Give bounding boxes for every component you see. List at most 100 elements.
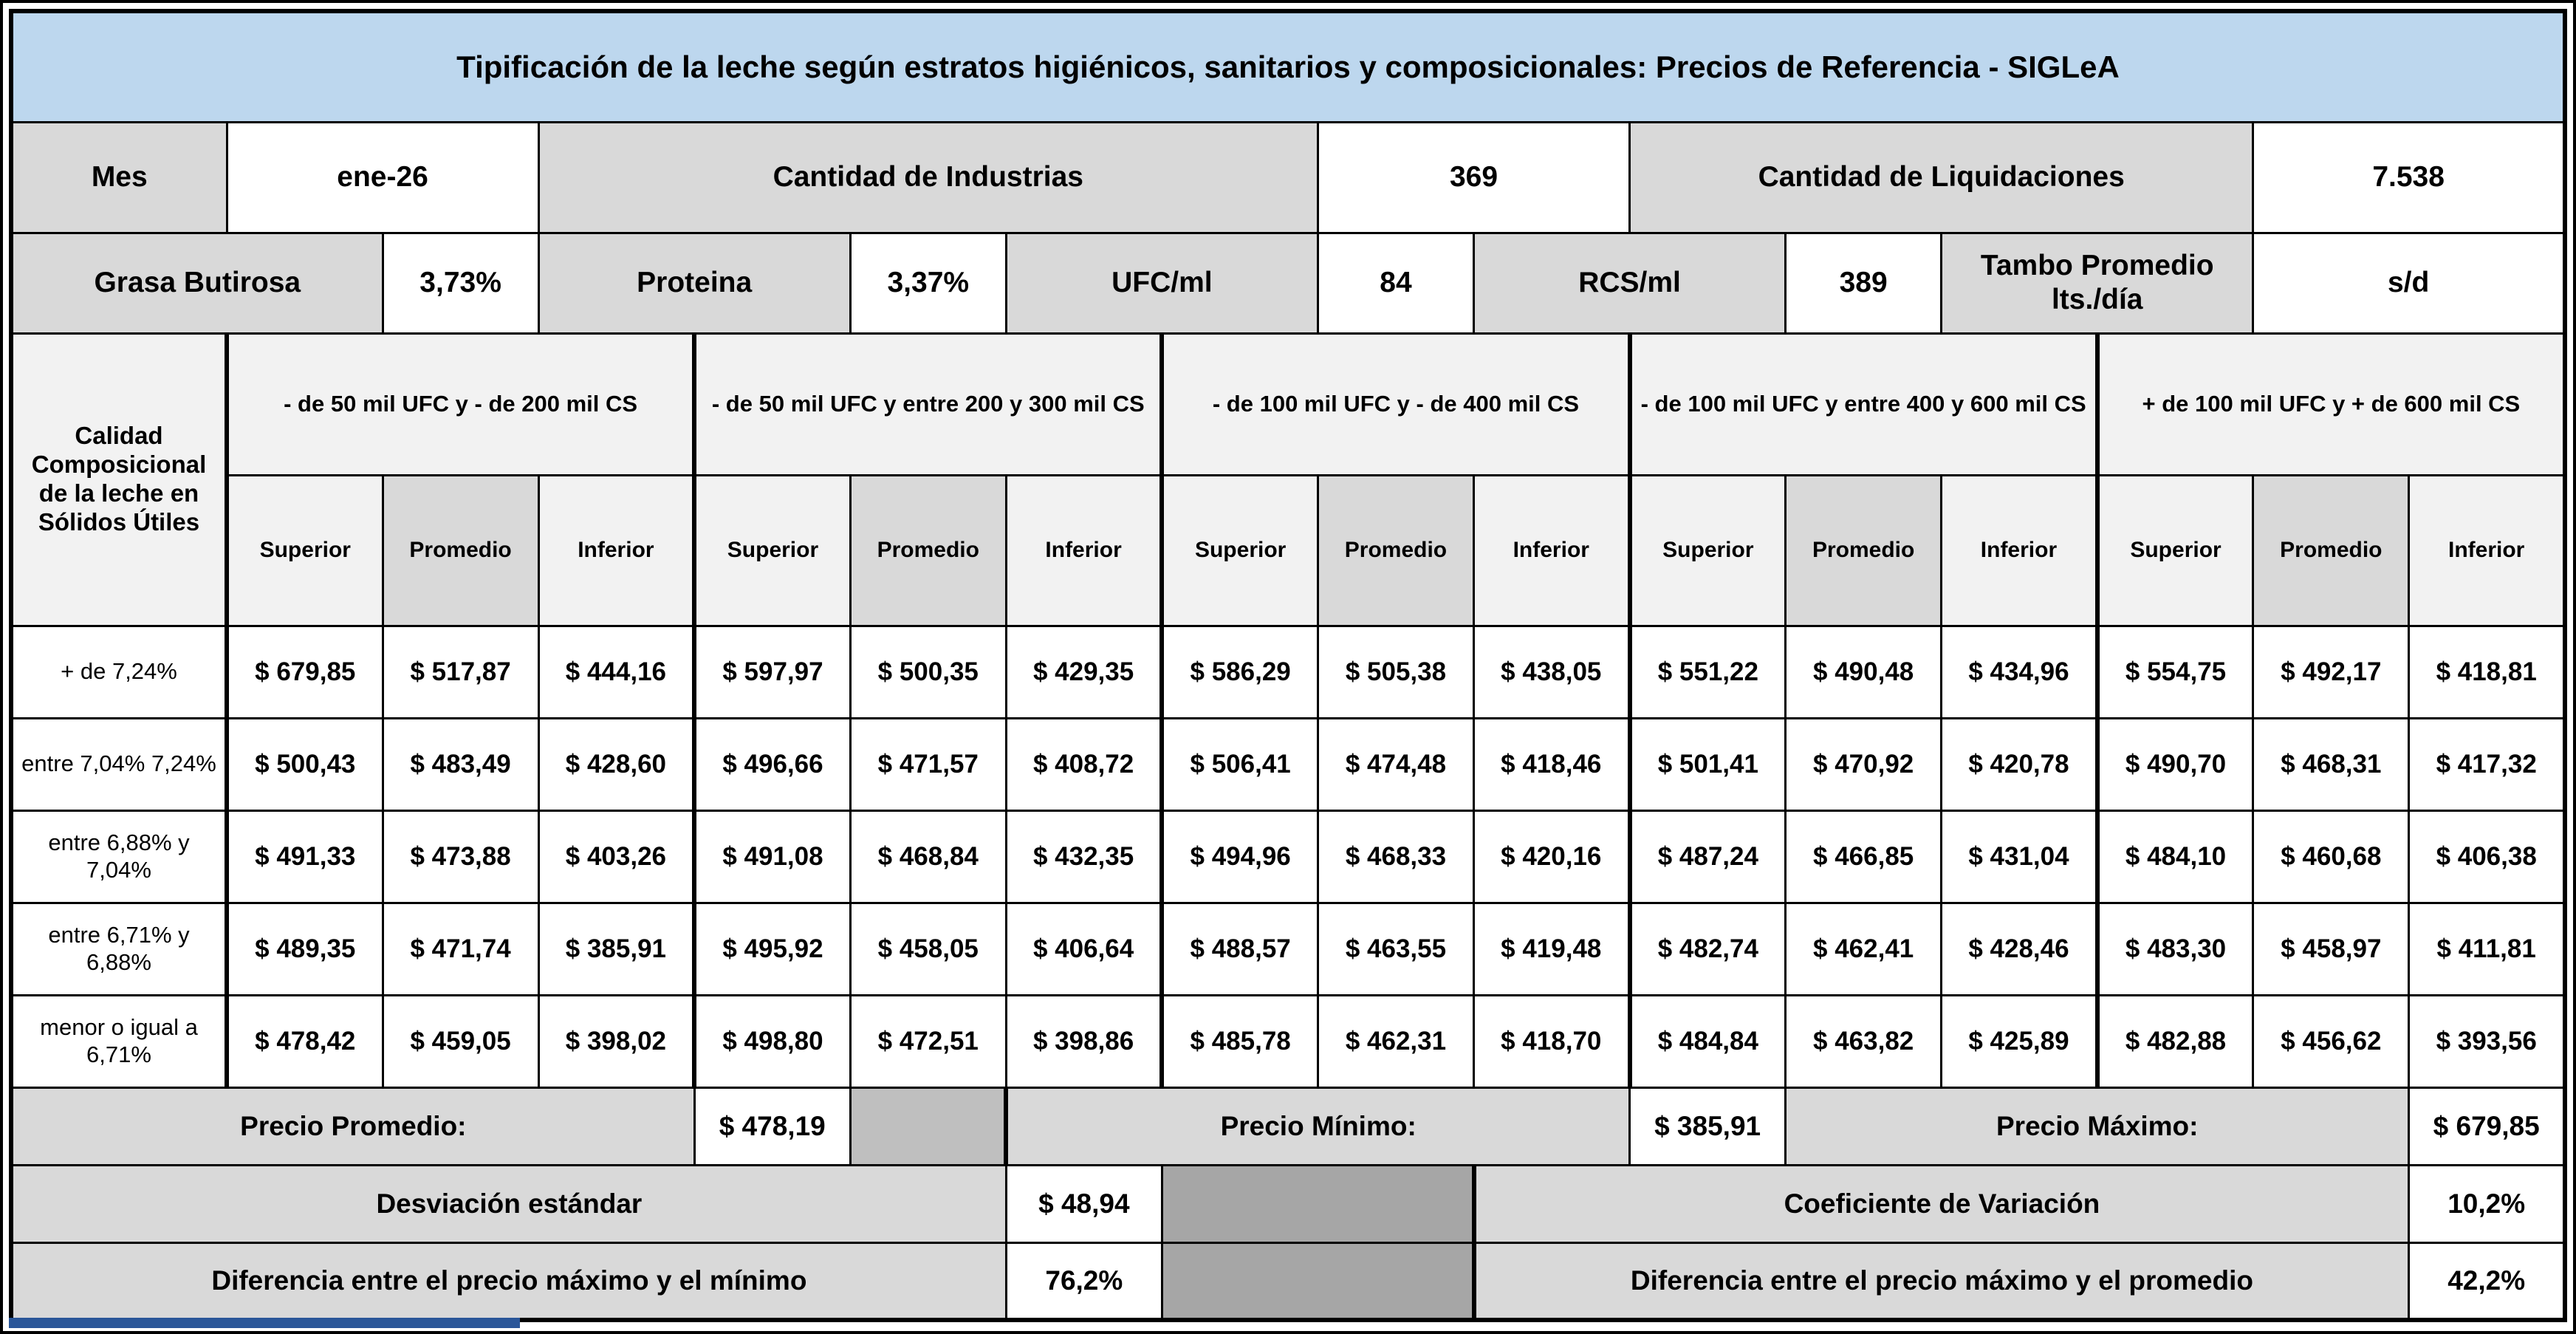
page-title: Tipificación de la leche según estratos … (10, 10, 2566, 123)
price-cell: $ 484,10 (2094, 809, 2255, 904)
price-cell: $ 458,05 (849, 901, 1007, 996)
price-cell: $ 472,51 (849, 993, 1007, 1089)
dif-max-min-label: Diferencia entre el precio máximo y el m… (10, 1241, 1007, 1321)
row-label: entre 7,04% 7,24% (10, 716, 228, 812)
subheader-promedio: Promedio (2252, 473, 2411, 627)
subheader-row: Superior Promedio Inferior Superior Promedio… (11, 473, 2566, 627)
filler-cell (1160, 1241, 1476, 1321)
price-cell: $ 474,48 (1316, 716, 1476, 812)
proteina-label: Proteina (537, 231, 852, 335)
precio-minimo-value: $ 385,91 (1628, 1086, 1787, 1166)
price-cell: $ 478,42 (224, 993, 384, 1089)
price-cell: $ 434,96 (1940, 624, 2099, 719)
tambo-promedio-value: s/d (2252, 231, 2566, 335)
price-cell: $ 473,88 (381, 809, 540, 904)
summary-row-desviacion: Desviación estándar $ 48,94 Coeficiente … (10, 1163, 2566, 1244)
table-row: entre 7,04% 7,24% $ 500,43 $ 483,49 $ 428,6… (10, 716, 2566, 812)
price-cell: $ 490,70 (2094, 716, 2255, 812)
summary-section: Precio Promedio: $ 478,19 Precio Mínimo:… (10, 1086, 2566, 1321)
group-header-4: - de 100 mil UFC y entre 400 y 600 mil C… (1627, 332, 2099, 476)
price-cell: $ 470,92 (1784, 716, 1943, 812)
price-cell: $ 466,85 (1784, 809, 1943, 904)
price-cell: $ 420,16 (1472, 809, 1631, 904)
info-row-1: Mes ene-26 Cantidad de Industrias 369 Ca… (10, 120, 2566, 234)
summary-row-promedio: Precio Promedio: $ 478,19 Precio Mínimo:… (10, 1086, 2566, 1166)
price-cell: $ 468,31 (2252, 716, 2411, 812)
price-cell: $ 482,74 (1627, 901, 1787, 996)
coeficiente-variacion-value: 10,2% (2408, 1163, 2566, 1244)
price-cell: $ 500,43 (224, 716, 384, 812)
grasa-butirosa-label: Grasa Butirosa (10, 231, 384, 335)
bottom-blue-bar (9, 1318, 520, 1328)
dif-max-min-value: 76,2% (1004, 1241, 1163, 1321)
mes-label: Mes (10, 120, 228, 234)
row-label: entre 6,71% y 6,88% (10, 901, 228, 996)
group-header-5: + de 100 mil UFC y + de 600 mil CS (2094, 332, 2566, 476)
price-cell: $ 490,48 (1784, 624, 1943, 719)
price-cell: $ 471,74 (381, 901, 540, 996)
desviacion-label: Desviación estándar (10, 1163, 1007, 1244)
subheader-promedio: Promedio (381, 473, 540, 627)
price-cell: $ 458,97 (2252, 901, 2411, 996)
price-cell: $ 403,26 (537, 809, 696, 904)
summary-row-diferencias: Diferencia entre el precio máximo y el m… (10, 1241, 2566, 1321)
price-cell: $ 485,78 (1159, 993, 1319, 1089)
price-cell: $ 428,46 (1940, 901, 2099, 996)
price-cell: $ 494,96 (1159, 809, 1319, 904)
proteina-value: 3,37% (849, 231, 1007, 335)
price-cell: $ 419,48 (1472, 901, 1631, 996)
subheader-inferior: Inferior (1004, 473, 1163, 627)
price-cell: $ 491,33 (224, 809, 384, 904)
price-cell: $ 496,66 (692, 716, 852, 812)
subheader-promedio: Promedio (849, 473, 1007, 627)
price-cell: $ 554,75 (2094, 624, 2255, 719)
filler-cell (1160, 1163, 1476, 1244)
price-cell: $ 498,80 (692, 993, 852, 1089)
price-cell: $ 428,60 (537, 716, 696, 812)
price-cell: $ 487,24 (1627, 809, 1787, 904)
price-cell: $ 459,05 (381, 993, 540, 1089)
price-cell: $ 398,02 (537, 993, 696, 1089)
group-header-1: - de 50 mil UFC y - de 200 mil CS (224, 332, 696, 476)
price-cell: $ 429,35 (1004, 624, 1163, 719)
price-cell: $ 385,91 (537, 901, 696, 996)
subheader-promedio: Promedio (1784, 473, 1943, 627)
info-row-2: Grasa Butirosa 3,73% Proteina 3,37% UFC/… (10, 231, 2566, 335)
price-cell: $ 431,04 (1940, 809, 2099, 904)
row-label: entre 6,88% y 7,04% (10, 809, 228, 904)
price-cell: $ 468,33 (1316, 809, 1476, 904)
cantidad-industrias-value: 369 (1316, 120, 1631, 234)
cantidad-industrias-label: Cantidad de Industrias (537, 120, 1319, 234)
price-cell: $ 444,16 (537, 624, 696, 719)
subheader-superior: Superior (2094, 473, 2255, 627)
filler-cell (849, 1086, 1007, 1166)
dif-max-promedio-label: Diferencia entre el precio máximo y el p… (1471, 1241, 2411, 1321)
price-cell: $ 406,64 (1004, 901, 1163, 996)
price-cell: $ 491,08 (692, 809, 852, 904)
subheader-promedio: Promedio (1316, 473, 1476, 627)
price-cell: $ 483,49 (381, 716, 540, 812)
price-cell: $ 460,68 (2252, 809, 2411, 904)
subheader-inferior: Inferior (1472, 473, 1631, 627)
row-label: menor o igual a 6,71% (10, 993, 228, 1089)
price-matrix-body: + de 7,24% $ 679,85 $ 517,87 $ 444,16 $ 597,… (10, 624, 2566, 1089)
rcs-label: RCS/ml (1472, 231, 1787, 335)
desviacion-value: $ 48,94 (1004, 1163, 1163, 1244)
table-row: + de 7,24% $ 679,85 $ 517,87 $ 444,16 $ 597,… (10, 624, 2566, 719)
cantidad-liquidaciones-value: 7.538 (2252, 120, 2566, 234)
price-cell: $ 462,31 (1316, 993, 1476, 1089)
price-cell: $ 482,88 (2094, 993, 2255, 1089)
price-cell: $ 408,72 (1004, 716, 1163, 812)
price-cell: $ 438,05 (1472, 624, 1631, 719)
header-section: Tipificación de la leche según estratos … (10, 10, 2566, 627)
group-header-row: Calidad Composicional de la leche en Sól… (10, 332, 2566, 627)
price-cell: $ 398,86 (1004, 993, 1163, 1089)
rcs-value: 389 (1784, 231, 1943, 335)
subheader-superior: Superior (224, 473, 384, 627)
precio-minimo-label: Precio Mínimo: (1004, 1086, 1631, 1166)
price-cell: $ 462,41 (1784, 901, 1943, 996)
subheader-inferior: Inferior (1940, 473, 2099, 627)
precio-promedio-label: Precio Promedio: (10, 1086, 696, 1166)
subheader-inferior: Inferior (537, 473, 696, 627)
price-cell: $ 489,35 (224, 901, 384, 996)
